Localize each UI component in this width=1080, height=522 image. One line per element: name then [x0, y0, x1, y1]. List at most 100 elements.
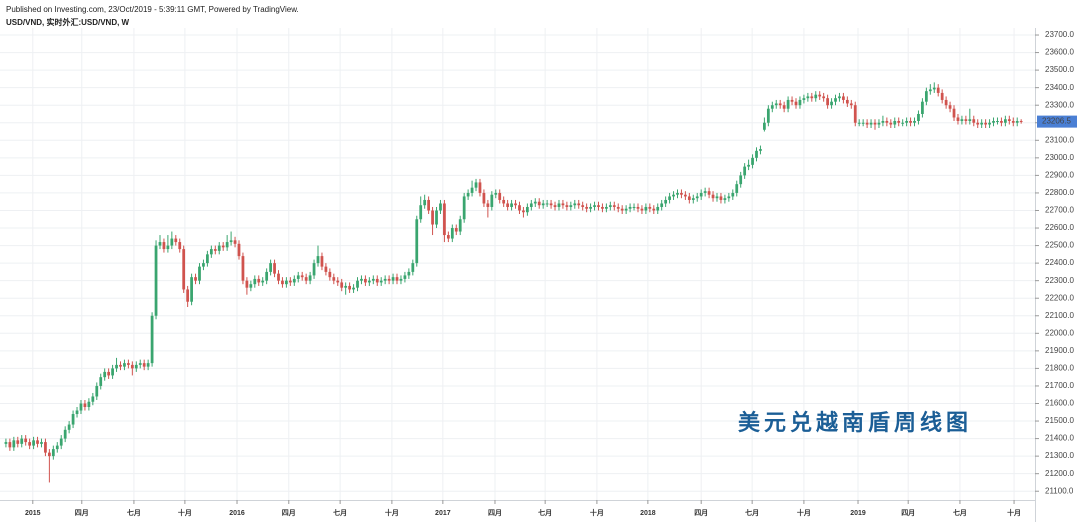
candle-body — [644, 206, 648, 211]
candle-body — [186, 289, 190, 302]
candle-body — [502, 199, 506, 204]
candle-body — [834, 98, 837, 102]
x-tick-label: 四月 — [488, 509, 502, 517]
y-tick-label: 23000.0 — [1045, 153, 1074, 162]
y-tick-label: 21300.0 — [1045, 451, 1074, 460]
candle-body — [257, 278, 261, 283]
candle-body — [806, 96, 810, 99]
candle-body — [316, 256, 320, 264]
candle-body — [261, 280, 265, 283]
candle-body — [549, 203, 553, 206]
candle-body — [786, 99, 790, 109]
candle-body — [842, 96, 845, 100]
candle-body — [158, 242, 162, 246]
candle-body — [387, 278, 391, 281]
candle-body — [569, 205, 573, 207]
candle-body — [885, 120, 889, 123]
y-tick-label: 23700.0 — [1045, 30, 1074, 39]
candle-body — [1011, 120, 1015, 123]
y-tick-label: 22000.0 — [1045, 328, 1074, 337]
x-tick-label: 四月 — [901, 509, 915, 517]
candle-body — [593, 205, 596, 207]
candle-body — [581, 205, 585, 207]
candle-body — [490, 194, 494, 207]
candle-body — [703, 191, 707, 193]
candle-body — [237, 243, 241, 257]
x-tick-label: 七月 — [127, 508, 141, 517]
candle-body — [798, 99, 802, 106]
candle-body — [245, 280, 249, 288]
candle-body — [427, 199, 430, 211]
candle-body — [40, 442, 43, 444]
candle-body — [241, 256, 245, 281]
candle-body — [1007, 119, 1011, 121]
candle-body — [695, 196, 699, 199]
x-tick-label: 2019 — [850, 510, 866, 517]
candle-body — [940, 92, 944, 100]
candle-body — [300, 275, 304, 278]
candle-body — [162, 242, 166, 250]
candle-body — [4, 442, 8, 444]
watermark-title: 美元兑越南盾周线图 — [738, 410, 972, 435]
candle-body — [869, 122, 873, 125]
candle-body — [320, 256, 324, 267]
candle-body — [51, 449, 55, 457]
published-note: Published on Investing.com, 23/Oct/2019 … — [6, 5, 299, 14]
candle-body — [640, 208, 644, 211]
candle-body — [624, 208, 628, 211]
candle-body — [194, 277, 197, 281]
candle-body — [36, 440, 39, 444]
candle-body — [443, 203, 446, 236]
candle-body — [399, 278, 403, 281]
candle-body — [830, 101, 833, 106]
candle-body — [964, 119, 968, 121]
candle-body — [431, 210, 434, 225]
candle-body — [367, 280, 371, 283]
candle-body — [755, 150, 758, 158]
symbol-title: USD/VND, 实时外汇:USD/VND, W — [6, 17, 130, 27]
candle-body — [32, 440, 35, 446]
last-price-label: 23206.5 — [1042, 117, 1071, 126]
candle-body — [138, 363, 142, 365]
candle-body — [356, 280, 359, 288]
candle-body — [360, 278, 363, 281]
candle-body — [652, 208, 656, 211]
candle-body — [59, 438, 63, 446]
y-tick-label: 22600.0 — [1045, 223, 1074, 232]
candle-body — [328, 271, 332, 278]
candle-body — [865, 122, 869, 125]
candle-body — [889, 122, 893, 125]
candle-body — [87, 401, 91, 408]
candle-body — [292, 278, 296, 283]
candle-body — [221, 245, 225, 248]
candle-body — [960, 119, 964, 121]
candle-body — [150, 315, 154, 364]
candle-body — [103, 371, 107, 378]
candle-body — [462, 196, 466, 220]
candle-body — [537, 201, 541, 206]
candle-body — [67, 424, 71, 430]
x-tick-label: 四月 — [282, 509, 296, 517]
candle-body — [435, 210, 438, 225]
candle-body — [873, 122, 877, 125]
candle-body — [747, 164, 750, 167]
candle-body — [111, 368, 114, 376]
candle-body — [47, 452, 51, 457]
candle-body — [225, 242, 229, 248]
candle-body — [589, 206, 592, 209]
candle-body — [711, 194, 715, 199]
candle-body — [407, 271, 411, 276]
candle-body — [691, 198, 695, 200]
candle-body — [545, 203, 549, 205]
candle-body — [344, 285, 348, 288]
candle-body — [782, 105, 786, 109]
candle-body — [648, 206, 652, 209]
last-price-box — [1037, 115, 1077, 128]
candle-body — [877, 122, 881, 125]
candle-body — [988, 122, 991, 125]
candle-body — [308, 275, 312, 281]
candle-body — [759, 149, 762, 151]
candle-body — [324, 266, 328, 272]
candle-body — [557, 203, 561, 207]
